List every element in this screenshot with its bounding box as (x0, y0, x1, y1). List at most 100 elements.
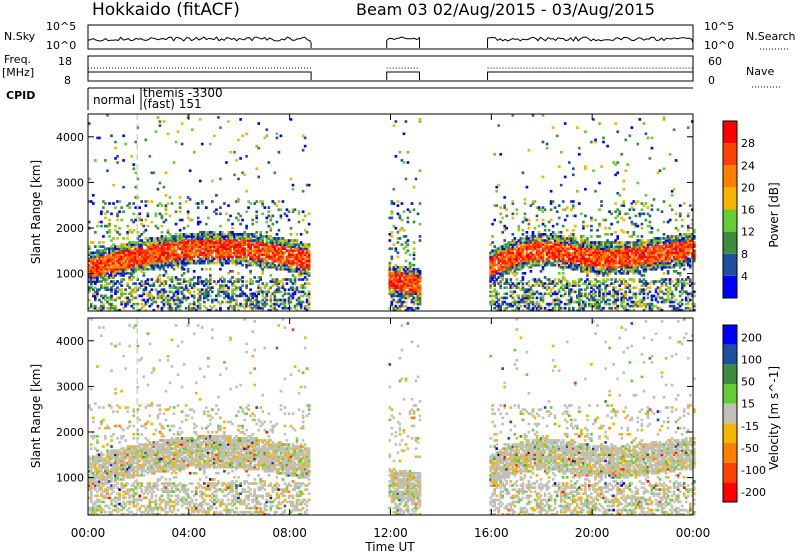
heatmap-cell (648, 249, 652, 253)
heatmap-cell (160, 292, 164, 296)
heatmap-cell (644, 218, 648, 222)
heatmap-cell (132, 276, 136, 279)
heatmap-cell (154, 249, 158, 253)
heatmap-cell (539, 255, 543, 259)
heatmap-cell (632, 241, 636, 244)
heatmap-cell (295, 239, 299, 242)
heatmap-cell (277, 208, 281, 212)
heatmap-cell (584, 251, 587, 255)
heatmap-cell (396, 298, 400, 302)
heatmap-cell (507, 270, 511, 273)
heatmap-cell (112, 272, 115, 275)
heatmap-cell (239, 243, 242, 246)
heatmap-cell (586, 239, 589, 242)
heatmap-cell (586, 241, 589, 244)
heatmap-cell (227, 308, 230, 312)
heatmap-cell (88, 298, 91, 302)
heatmap-cell (198, 298, 202, 302)
heatmap-cell (578, 257, 581, 261)
heatmap-cell (529, 265, 533, 269)
heatmap-cell (90, 257, 93, 261)
heatmap-cell (515, 212, 519, 216)
heatmap-cell (146, 257, 150, 261)
heatmap-cell (283, 247, 287, 251)
heatmap-cell (620, 153, 624, 156)
heatmap-cell (247, 263, 250, 267)
heatmap-cell (166, 228, 170, 232)
heatmap-cell (416, 306, 420, 310)
heatmap-cell (537, 231, 541, 234)
heatmap-cell (590, 286, 593, 290)
heatmap-cell (628, 208, 632, 212)
heatmap-cell (570, 253, 573, 257)
heatmap-cell (614, 249, 617, 253)
heatmap-cell (511, 272, 515, 275)
heatmap-cell (501, 257, 505, 261)
heatmap-cell (178, 228, 182, 232)
heatmap-cell (221, 237, 224, 240)
heatmap-cell (277, 239, 281, 242)
heatmap-cell (110, 245, 113, 248)
heatmap-cell (249, 239, 252, 242)
heatmap-cell (586, 267, 589, 271)
heatmap-cell (535, 300, 539, 304)
heatmap-cell (299, 306, 303, 310)
heatmap-cell (217, 235, 220, 238)
heatmap-cell (192, 259, 196, 263)
heatmap-cell (200, 142, 204, 146)
heatmap-cell (124, 261, 127, 265)
heatmap-cell (170, 253, 174, 257)
heatmap-cell (505, 272, 509, 275)
heatmap-cell (491, 270, 494, 273)
heatmap-cell (406, 216, 410, 220)
heatmap-cell (146, 263, 150, 267)
heatmap-cell (408, 270, 412, 273)
heatmap-cell (265, 298, 269, 302)
heatmap-cell (271, 265, 275, 269)
heatmap-cell (517, 296, 521, 300)
heatmap-cell (126, 255, 129, 259)
heatmap-cell (586, 278, 589, 281)
heatmap-cell (628, 263, 632, 267)
heatmap-cell (241, 241, 244, 244)
heatmap-cell (269, 226, 273, 230)
heatmap-cell (261, 304, 265, 308)
heatmap-cell (233, 304, 236, 308)
heatmap-cell (406, 239, 410, 242)
heatmap-cell (203, 292, 206, 296)
heatmap-cell (198, 280, 202, 283)
heatmap-cell (497, 302, 501, 306)
heatmap-cell (245, 224, 248, 228)
heatmap-cell (557, 263, 561, 267)
heatmap-cell (102, 241, 105, 244)
heatmap-cell (277, 255, 281, 259)
heatmap-cell (305, 282, 309, 285)
heatmap-cell (584, 257, 587, 261)
heatmap-cell (559, 231, 563, 234)
heatmap-cell (608, 226, 611, 230)
heatmap-cell (497, 308, 501, 312)
heatmap-cell (106, 270, 109, 273)
heatmap-cell (501, 251, 505, 255)
heatmap-cell (523, 239, 527, 242)
heatmap-cell (158, 294, 162, 298)
heatmap-cell (572, 241, 575, 244)
heatmap-cell (551, 231, 555, 234)
heatmap-cell (563, 284, 567, 287)
heatmap-cell (572, 167, 575, 171)
heatmap-cell (614, 173, 617, 177)
heatmap-cell (162, 249, 166, 253)
heatmap-cell (533, 304, 537, 308)
heatmap-cell (570, 233, 573, 236)
heatmap-cell (614, 290, 617, 294)
heatmap-cell (517, 261, 521, 265)
heatmap-cell (582, 265, 585, 269)
heatmap-cell (164, 241, 168, 244)
heatmap-cell (209, 245, 212, 248)
heatmap-cell (570, 288, 573, 292)
heatmap-cell (620, 261, 624, 265)
heatmap-cell (513, 241, 517, 244)
heatmap-cell (578, 259, 581, 263)
heatmap-cell (291, 208, 295, 212)
heatmap-cell (150, 261, 154, 265)
